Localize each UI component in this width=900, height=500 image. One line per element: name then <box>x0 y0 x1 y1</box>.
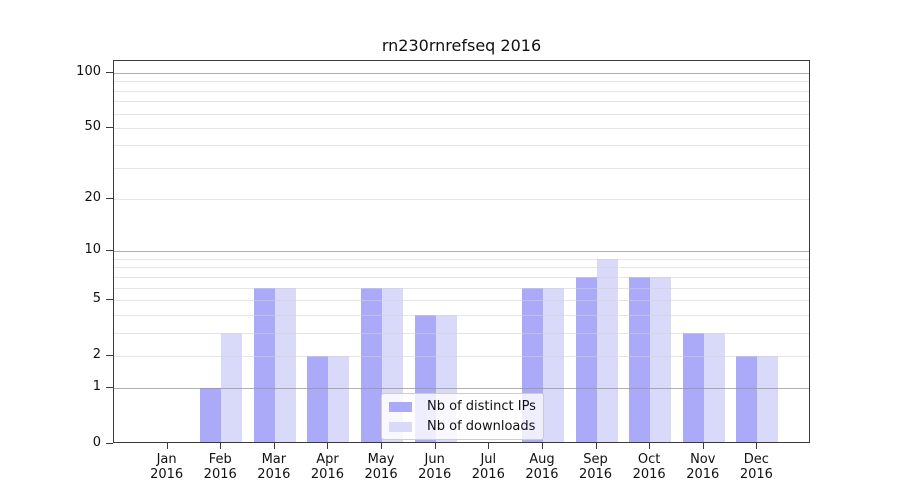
y-tick-label-2: 2 <box>92 346 101 362</box>
x-tick-label-aug: Aug 2016 <box>525 452 559 482</box>
bar-downloads-sep <box>596 258 618 442</box>
y-tick-mark <box>106 354 113 356</box>
bar-downloads-apr <box>328 355 350 442</box>
x-tick-mark <box>273 443 275 449</box>
x-tick-label-jan: Jan 2016 <box>150 452 184 482</box>
y-tick-label-5: 5 <box>92 290 101 306</box>
gridline-100 <box>114 73 809 74</box>
y-tick-label-10: 10 <box>84 242 101 258</box>
legend: Nb of distinct IPs Nb of downloads <box>381 393 544 440</box>
bar-distinct-ips-apr <box>307 355 329 442</box>
gridline-60 <box>114 114 809 115</box>
legend-swatch-downloads-icon <box>389 421 412 432</box>
bar-distinct-ips-sep <box>575 276 597 442</box>
y-tick-label-0: 0 <box>92 435 101 450</box>
legend-label-downloads: Nb of downloads <box>427 419 536 434</box>
x-tick-mark <box>541 443 543 449</box>
x-tick-label-apr: Apr 2016 <box>310 452 344 482</box>
gridline-20 <box>114 199 809 200</box>
gridline-50 <box>114 128 809 129</box>
x-tick-mark <box>488 443 490 449</box>
gridline-9 <box>114 259 809 260</box>
bar-distinct-ips-feb <box>200 388 222 442</box>
gridline-80 <box>114 91 809 92</box>
bar-downloads-aug <box>542 287 564 442</box>
x-tick-mark <box>649 443 651 449</box>
bar-downloads-mar <box>274 287 296 442</box>
x-tick-mark <box>166 443 168 449</box>
x-tick-label-may: May 2016 <box>364 452 398 482</box>
gridline-4 <box>114 315 809 316</box>
gridline-7 <box>114 277 809 278</box>
x-tick-mark <box>327 443 329 449</box>
gridline-40 <box>114 145 809 146</box>
x-tick-label-sep: Sep 2016 <box>578 452 613 482</box>
x-tick-mark <box>756 443 758 449</box>
y-tick-label-20: 20 <box>84 190 101 206</box>
y-tick-mark <box>106 387 113 389</box>
bar-distinct-ips-may <box>361 287 383 442</box>
x-tick-mark <box>434 443 436 449</box>
y-tick-mark <box>106 443 113 444</box>
x-tick-label-dec: Dec 2016 <box>739 452 773 482</box>
y-tick-mark <box>106 126 113 128</box>
y-tick-mark <box>106 72 113 73</box>
gridline-70 <box>114 101 809 102</box>
y-tick-label-1: 1 <box>92 379 101 395</box>
bar-distinct-ips-nov <box>682 332 704 442</box>
x-tick-label-jun: Jun 2016 <box>418 452 452 482</box>
legend-label-distinct-ips: Nb of distinct IPs <box>427 399 536 414</box>
legend-swatch-distinct-ips-icon <box>389 401 412 412</box>
gridline-6 <box>114 288 809 289</box>
gridline-5 <box>114 300 809 301</box>
x-tick-mark <box>595 443 597 449</box>
x-tick-label-oct: Oct 2016 <box>632 452 666 482</box>
y-tick-label-50: 50 <box>84 118 101 134</box>
gridline-2 <box>114 356 809 357</box>
bar-downloads-dec <box>757 355 779 442</box>
y-tick-mark <box>106 250 113 252</box>
x-tick-mark <box>381 443 383 449</box>
plot-area <box>113 60 810 443</box>
gridline-90 <box>114 81 809 82</box>
y-tick-label-100: 100 <box>76 64 101 79</box>
bar-distinct-ips-dec <box>736 355 758 442</box>
gridline-10 <box>114 251 809 252</box>
bar-distinct-ips-oct <box>629 276 651 442</box>
gridline-30 <box>114 168 809 169</box>
x-tick-mark <box>220 443 222 449</box>
x-tick-label-jul: Jul 2016 <box>471 452 505 482</box>
x-tick-mark <box>702 443 704 449</box>
x-tick-label-nov: Nov 2016 <box>686 452 720 482</box>
gridline-8 <box>114 267 809 268</box>
x-tick-label-mar: Mar 2016 <box>257 452 291 482</box>
chart-title: rn230rnrefseq 2016 <box>381 36 542 55</box>
bar-distinct-ips-mar <box>253 287 275 442</box>
bar-downloads-nov <box>703 332 725 442</box>
legend-item-downloads: Nb of downloads <box>389 418 536 435</box>
bar-downloads-feb <box>221 332 243 442</box>
x-tick-label-feb: Feb 2016 <box>203 452 237 482</box>
legend-item-distinct-ips: Nb of distinct IPs <box>389 398 536 415</box>
bar-downloads-oct <box>650 276 672 442</box>
gridline-1 <box>114 388 809 389</box>
y-tick-mark <box>106 298 113 300</box>
gridline-3 <box>114 333 809 334</box>
y-tick-mark <box>106 198 113 200</box>
